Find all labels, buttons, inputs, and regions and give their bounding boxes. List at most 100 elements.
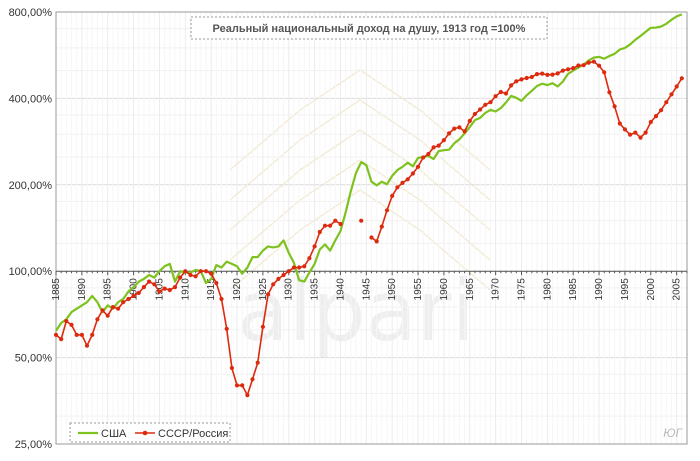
data-point xyxy=(193,274,198,279)
x-tick-label: 1940 xyxy=(335,278,346,301)
legend-label-usa: США xyxy=(101,428,127,440)
x-tick-label: 1980 xyxy=(542,278,553,301)
data-point xyxy=(400,180,405,185)
series-1 xyxy=(53,59,684,398)
title-layer: Реальный национальный доход на душу, 191… xyxy=(190,16,548,40)
data-point xyxy=(219,296,224,302)
data-point xyxy=(188,272,193,278)
data-point xyxy=(141,285,146,290)
data-point xyxy=(472,111,477,117)
data-point xyxy=(674,84,679,89)
data-point xyxy=(395,185,400,190)
data-point xyxy=(571,66,576,71)
data-point xyxy=(436,143,441,148)
x-tick-label: 1970 xyxy=(491,278,502,301)
data-point xyxy=(390,193,395,198)
data-point xyxy=(612,104,617,109)
x-tick-label: 1885 xyxy=(51,278,62,301)
x-tick-label: 1890 xyxy=(77,278,88,301)
data-point xyxy=(338,221,343,227)
data-point xyxy=(633,130,638,135)
data-point xyxy=(467,118,472,123)
data-point xyxy=(498,89,503,95)
data-point xyxy=(617,121,622,126)
data-point xyxy=(291,265,296,270)
data-point xyxy=(224,326,229,331)
data-point xyxy=(359,218,364,223)
data-point xyxy=(374,239,379,244)
data-point xyxy=(198,269,203,274)
data-point xyxy=(483,102,488,107)
data-point xyxy=(157,289,162,294)
data-point xyxy=(622,127,628,132)
x-tick-label: 1995 xyxy=(620,278,631,301)
data-point xyxy=(643,130,648,135)
y-tick-label: 200,00% xyxy=(9,180,53,192)
data-point xyxy=(234,383,240,388)
data-point xyxy=(591,59,597,64)
data-point xyxy=(136,290,141,295)
x-tick-label: 1950 xyxy=(387,278,398,301)
data-point xyxy=(410,171,415,176)
data-point xyxy=(255,360,260,365)
x-tick-label: 1975 xyxy=(516,278,527,301)
data-point xyxy=(245,393,250,398)
legend-marker-ussr xyxy=(142,430,148,436)
y-tick-label: 50,00% xyxy=(15,353,53,365)
data-point xyxy=(312,244,317,249)
watermark-chevron xyxy=(229,159,491,261)
data-point xyxy=(229,365,234,371)
data-point xyxy=(53,332,59,337)
data-point xyxy=(260,324,265,329)
data-point xyxy=(167,287,172,293)
data-point xyxy=(602,70,607,75)
data-point xyxy=(384,208,390,213)
data-point xyxy=(405,177,410,182)
data-point xyxy=(59,337,64,342)
data-point xyxy=(162,286,167,291)
data-point xyxy=(503,91,509,96)
y-tick-label: 100,00% xyxy=(9,266,53,278)
data-point xyxy=(240,383,245,388)
title-box xyxy=(190,16,548,40)
data-point xyxy=(540,71,545,76)
x-tick-label: 1910 xyxy=(180,278,191,301)
x-tick-label: 1965 xyxy=(465,278,476,301)
data-point xyxy=(638,135,643,140)
data-point xyxy=(431,145,436,150)
data-point xyxy=(95,317,100,322)
data-point xyxy=(121,300,126,305)
data-point xyxy=(576,63,581,68)
data-point xyxy=(203,269,209,274)
data-point xyxy=(664,100,669,105)
data-point xyxy=(214,280,219,286)
legend-label-ussr: СССР/Россия xyxy=(158,428,228,440)
data-point xyxy=(597,63,602,68)
data-point xyxy=(90,332,95,337)
watermark-chevron xyxy=(229,129,491,231)
data-point xyxy=(297,265,302,270)
y-tick-label: 400,00% xyxy=(9,93,53,105)
data-point xyxy=(250,377,255,382)
x-tick-label: 2005 xyxy=(672,278,683,301)
data-point xyxy=(307,256,312,261)
x-tick-label: 1990 xyxy=(594,278,605,301)
data-point xyxy=(659,108,664,113)
watermark-chevron xyxy=(229,99,491,201)
watermark-chevron xyxy=(229,69,491,171)
x-tick-label: 1925 xyxy=(258,278,269,301)
data-point xyxy=(79,332,84,337)
data-point xyxy=(493,94,498,99)
data-point xyxy=(524,75,529,81)
x-tick-label: 1895 xyxy=(103,278,114,301)
data-point xyxy=(555,71,560,76)
data-point xyxy=(333,218,338,223)
data-point xyxy=(452,126,457,131)
series-layer xyxy=(53,13,684,398)
data-point xyxy=(183,269,188,274)
data-point xyxy=(669,92,674,97)
data-point xyxy=(105,313,110,318)
data-point xyxy=(545,72,550,77)
